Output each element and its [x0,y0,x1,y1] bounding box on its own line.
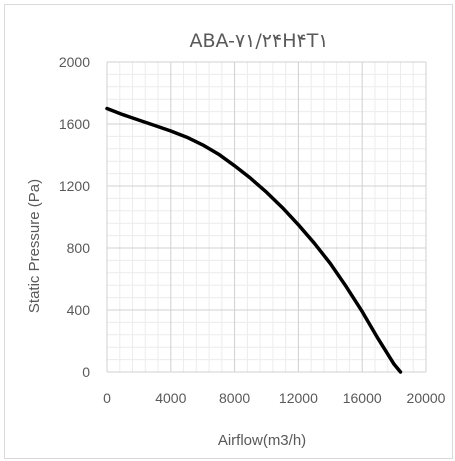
x-tick-label: 12000 [279,390,318,406]
x-tick-label: 20000 [407,390,446,406]
grid-lines [106,61,427,373]
x-tick-labels: 0 4000 8000 12000 16000 20000 [103,390,446,406]
y-tick-labels: 0 400 800 1200 1600 2000 [59,54,90,380]
y-tick-label: 400 [67,302,91,318]
y-tick-label: 1600 [59,116,90,132]
series-lines [105,106,403,374]
y-axis-label: Static Pressure (Pa) [26,179,43,313]
chart-title: ABA-۷۱/۲۴H۴T۱ [190,30,329,52]
y-tick-label: 800 [67,240,91,256]
chart-frame [4,4,453,459]
x-tick-label: 8000 [219,390,250,406]
series-line [105,106,403,374]
y-tick-label: 0 [82,364,90,380]
x-tick-label: 4000 [155,390,186,406]
y-tick-label: 1200 [59,178,90,194]
y-tick-label: 2000 [59,54,90,70]
x-tick-label: 16000 [343,390,382,406]
x-axis-label: Airflow(m3/h) [218,432,306,449]
x-tick-label: 0 [103,390,111,406]
